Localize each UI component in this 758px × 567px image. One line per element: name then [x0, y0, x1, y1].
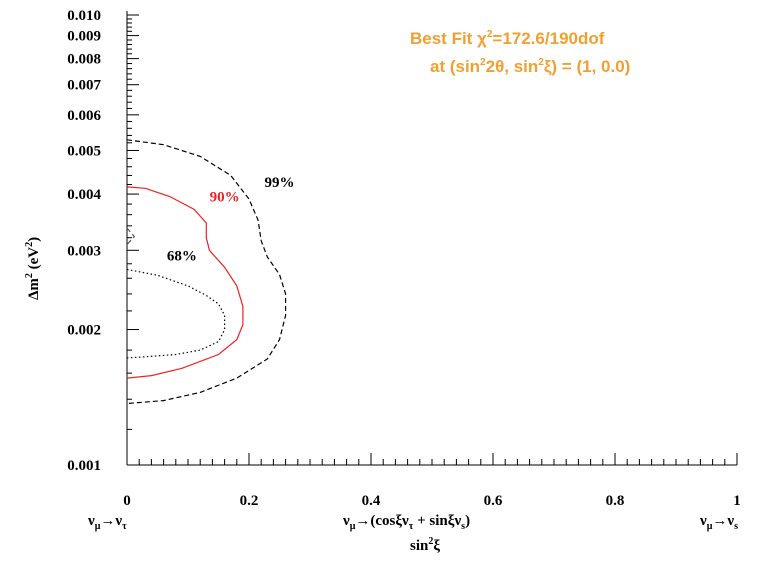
y-tick-label: 0.006 [67, 108, 101, 124]
x-tick-label: 0.8 [606, 493, 625, 509]
x-sublabel-right: νμ→νs [699, 513, 738, 532]
x-tick-label: 0.4 [362, 493, 381, 509]
contour-label-68pct: 68% [167, 248, 197, 264]
contour-99pct [126, 139, 287, 405]
tick-labels: 0 0.2 0.4 0.6 0.8 1 0.001 0.002 0.003 0.004 0.005 0… [67, 8, 741, 509]
y-tick-label: 0.002 [67, 323, 101, 339]
best-fit-line2: at (sin22θ, sin2ξ) = (1, 0.0) [430, 57, 630, 76]
x-tick-label: 0.6 [484, 493, 503, 509]
y-tick-label: 0.009 [67, 29, 101, 45]
x-sublabel-middle: νμ→(cosξντ + sinξνs) [342, 513, 470, 532]
y-tick-label: 0.010 [67, 8, 101, 24]
contour-label-90pct: 90% [210, 190, 240, 206]
y-tick-label: 0.005 [67, 143, 101, 159]
y-tick-label: 0.001 [67, 458, 101, 474]
contour-68pct [126, 268, 226, 359]
contour-labels: 99% 90% 68% [167, 175, 295, 264]
contour-label-99pct: 99% [265, 175, 295, 191]
y-tick-label: 0.004 [67, 187, 101, 203]
x-tick-label: 0.2 [240, 493, 259, 509]
x-tick-label: 0 [123, 493, 131, 509]
x-axis-title: sin2ξ [410, 536, 440, 554]
best-fit-line1: Best Fit χ2=172.6/190dof [410, 29, 605, 48]
x-tick-label: 1 [733, 493, 741, 509]
x-sublabel-left: νμ→ντ [87, 513, 127, 532]
contour-lines [126, 139, 287, 405]
y-axis-title: Δm2 (eV2) [24, 237, 42, 300]
y-tick-label: 0.007 [67, 78, 101, 94]
axis-ticks [126, 14, 738, 466]
y-tick-label: 0.008 [67, 52, 101, 68]
y-tick-label: 0.003 [67, 243, 101, 259]
contour-90pct [126, 186, 244, 379]
contour-island [126, 227, 136, 245]
